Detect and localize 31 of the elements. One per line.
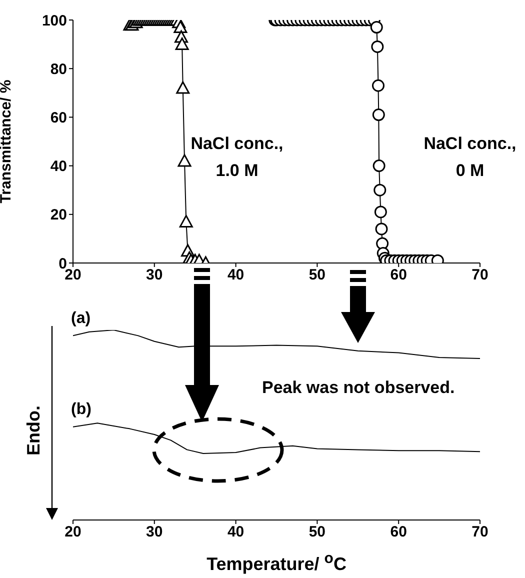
annotation: NaCl conc., 1.0 M	[190, 133, 284, 182]
x-tick-label: 30	[146, 266, 163, 284]
x-tick-label: 60	[390, 524, 407, 541]
x-tick-label: 50	[308, 266, 326, 284]
point	[372, 160, 386, 172]
point	[372, 108, 385, 122]
point	[375, 222, 388, 236]
y-tick-label: 80	[50, 60, 67, 78]
x-tick-label: 20	[64, 524, 82, 541]
series-label: (b)	[71, 400, 92, 419]
x-axis-title: Temperature/ $^{o}$C	[206, 550, 348, 575]
y-axis-title: Endo.	[24, 405, 44, 455]
x-tick-label: 70	[472, 266, 488, 284]
x-tick-label: 50	[308, 524, 326, 541]
x-tick-label: 20	[64, 266, 82, 284]
x-tick-label: 40	[227, 266, 244, 284]
y-tick-label: 60	[50, 110, 67, 127]
point	[374, 206, 387, 218]
y-tick-label: 40	[50, 158, 67, 176]
y-tick-label: 100	[42, 12, 67, 30]
point	[374, 184, 386, 196]
x-tick-label: 40	[227, 524, 244, 541]
annotation: Peak was not observed.	[262, 378, 455, 398]
y-tick-label: 20	[50, 206, 67, 224]
annotation: NaCl conc., 0 M	[422, 133, 518, 182]
point	[178, 154, 192, 167]
x-tick-label: 60	[390, 266, 407, 284]
series-label: (a)	[71, 310, 91, 328]
point	[179, 214, 193, 228]
x-tick-label: 70	[472, 524, 488, 541]
x-tick-label: 30	[146, 524, 163, 541]
